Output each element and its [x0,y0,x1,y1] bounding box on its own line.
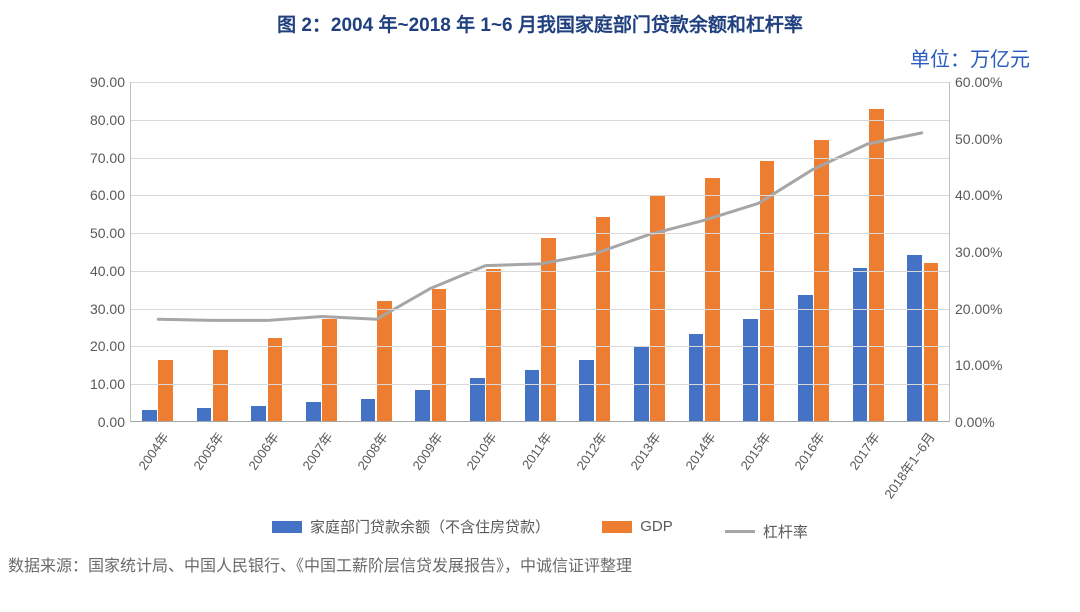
chart-title: 图 2：2004 年~2018 年 1~6 月我国家庭部门贷款余额和杠杆率 [0,0,1080,37]
y-right-tick-label: 60.00% [949,74,1002,90]
legend-label-gdp: GDP [640,518,673,535]
x-tick-label: 2018年1~6月 [878,428,938,502]
x-tick-label: 2016年 [789,428,829,473]
gridline [131,384,949,385]
legend-item-leverage: 杠杆率 [725,521,808,542]
y-right-tick-label: 50.00% [949,131,1002,147]
x-tick-label: 2004年 [133,428,173,473]
y-left-tick-label: 50.00 [90,225,131,241]
y-right-tick-label: 10.00% [949,357,1002,373]
y-left-tick-label: 90.00 [90,74,131,90]
leverage-line [158,133,921,321]
x-tick-label: 2013年 [625,428,665,473]
legend: 家庭部门贷款余额（不含住房贷款） GDP 杠杆率 [0,516,1080,542]
x-tick-label: 2010年 [461,428,501,473]
y-left-tick-label: 30.00 [90,301,131,317]
y-left-tick-label: 10.00 [90,376,131,392]
legend-swatch-leverage [725,530,755,533]
y-left-tick-label: 80.00 [90,112,131,128]
gridline [131,271,949,272]
y-left-tick-label: 0.00 [98,414,131,430]
y-right-tick-label: 0.00% [949,414,995,430]
gridline [131,346,949,347]
line-layer [131,82,949,421]
x-tick-label: 2005年 [188,428,228,473]
y-left-tick-label: 40.00 [90,263,131,279]
y-right-tick-label: 20.00% [949,301,1002,317]
x-tick-label: 2007年 [297,428,337,473]
x-tick-label: 2017年 [844,428,884,473]
x-tick-label: 2014年 [680,428,720,473]
legend-swatch-gdp [602,521,632,533]
legend-swatch-loans [272,521,302,533]
legend-item-loans: 家庭部门贷款余额（不含住房贷款） [272,516,550,537]
legend-label-loans: 家庭部门贷款余额（不含住房贷款） [310,516,550,537]
gridline [131,120,949,121]
source-line: 数据来源：国家统计局、中国人民银行、《中国工薪阶层信贷发展报告》，中诚信证评整理 [0,542,1080,576]
chart: 0.00 10.00 20.00 30.00 40.00 50.00 60.00 70.00 8… [50,72,1030,512]
x-tick-label: 2011年 [517,428,556,472]
legend-item-gdp: GDP [602,518,673,535]
y-left-tick-label: 70.00 [90,150,131,166]
x-tick-label: 2015年 [735,428,775,473]
y-left-tick-label: 20.00 [90,338,131,354]
x-tick-label: 2009年 [407,428,447,473]
x-tick-label: 2006年 [243,428,283,473]
gridline [131,309,949,310]
x-tick-label: 2008年 [352,428,392,473]
y-right-tick-label: 40.00% [949,187,1002,203]
y-right-tick-label: 30.00% [949,244,1002,260]
gridline [131,158,949,159]
plot-area: 0.0010.0020.0030.0040.0050.0060.0070.008… [130,82,950,422]
x-tick-label: 2012年 [571,428,611,473]
legend-label-leverage: 杠杆率 [763,521,808,542]
gridline [131,82,949,83]
gridline [131,233,949,234]
unit-label: 单位：万亿元 [0,43,1080,72]
gridline [131,195,949,196]
x-axis-labels: 2004年 2005年 2006年 2007年 2008年 2009年 2010年 2011年… [130,422,950,512]
y-left-tick-label: 60.00 [90,187,131,203]
